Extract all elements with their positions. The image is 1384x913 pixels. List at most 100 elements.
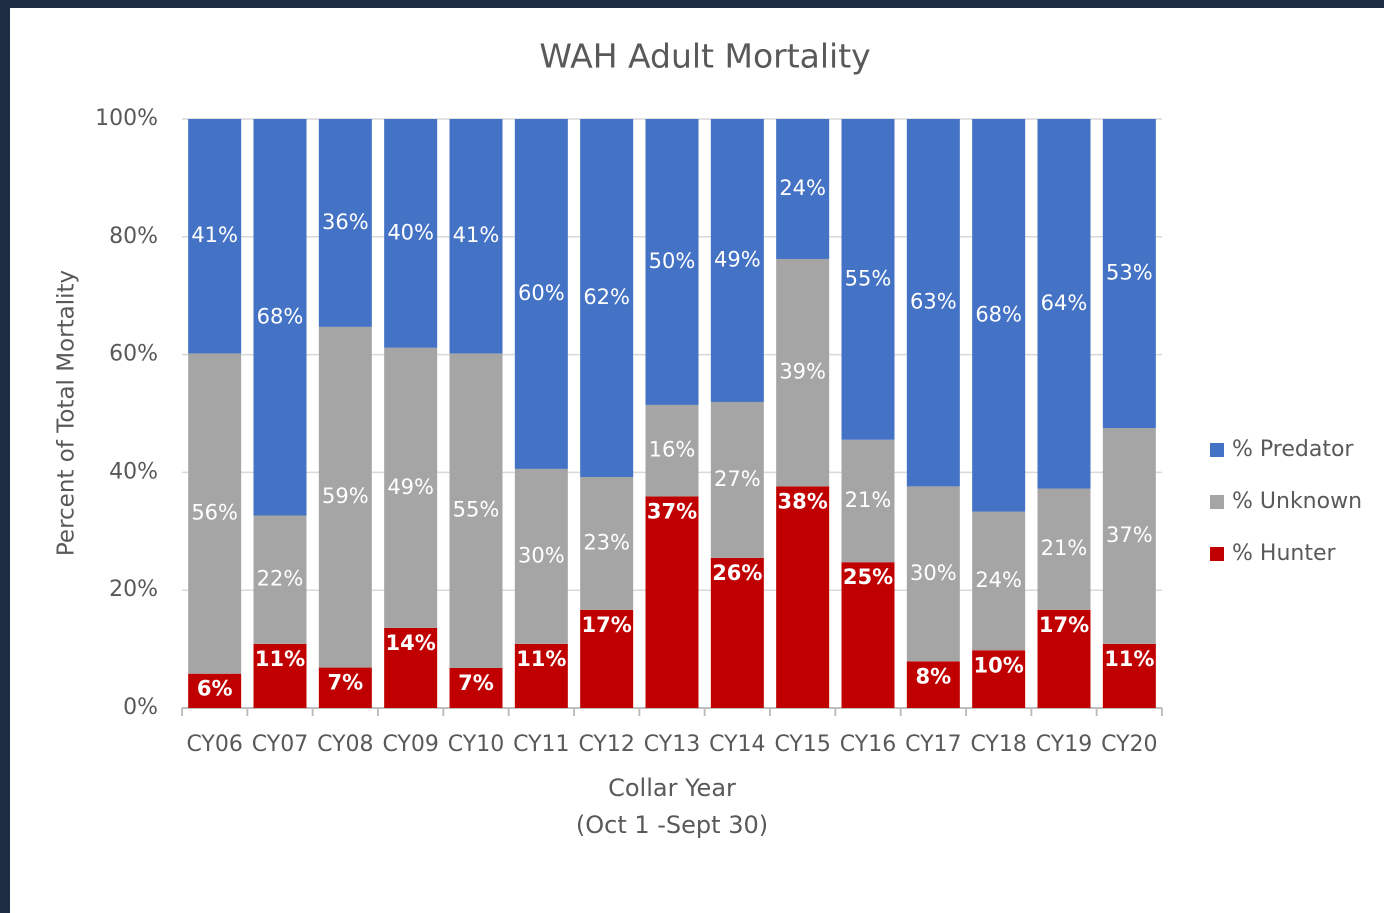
- bar-segment: [710, 557, 764, 708]
- bar-segment: [972, 511, 1026, 651]
- data-label: 56%: [191, 501, 238, 525]
- bar-segment: [449, 353, 503, 668]
- legend-label: % Hunter: [1232, 541, 1336, 566]
- bar-segment: [1037, 609, 1091, 708]
- bar-segment: [514, 119, 568, 469]
- y-tick-label: 0%: [123, 695, 158, 720]
- bar-segment: [645, 404, 699, 497]
- bar-segment: [645, 119, 699, 405]
- y-tick-label: 20%: [109, 577, 158, 602]
- data-label: 11%: [1104, 647, 1154, 671]
- data-label: 63%: [910, 290, 957, 314]
- bar-segment: [906, 661, 960, 708]
- y-tick-label: 80%: [109, 224, 158, 249]
- data-label: 37%: [647, 499, 697, 523]
- x-tick-label: CY20: [1101, 732, 1157, 757]
- data-label: 11%: [255, 647, 305, 671]
- data-label: 22%: [257, 567, 304, 591]
- bar-segment: [710, 119, 764, 402]
- data-label: 38%: [778, 489, 828, 513]
- x-tick-label: CY09: [382, 732, 438, 757]
- legend-swatch: [1210, 443, 1224, 457]
- bar-segment: [449, 119, 503, 354]
- x-tick-label: CY07: [252, 732, 308, 757]
- data-label: 10%: [974, 653, 1024, 677]
- data-label: 27%: [714, 467, 761, 491]
- data-label: 41%: [453, 223, 500, 247]
- data-label: 14%: [386, 631, 436, 655]
- data-label: 17%: [1039, 613, 1089, 637]
- x-tick-label: CY17: [905, 732, 961, 757]
- x-tick-label: CY14: [709, 732, 765, 757]
- bar-segment: [253, 119, 307, 516]
- data-label: 40%: [387, 220, 434, 244]
- data-label: 6%: [197, 677, 233, 701]
- bar-segment: [188, 353, 242, 674]
- data-label: 49%: [714, 247, 761, 271]
- bar-segment: [776, 258, 830, 487]
- y-tick-label: 100%: [95, 106, 158, 131]
- y-tick-label: 60%: [109, 342, 158, 367]
- x-tick-label: CY13: [644, 732, 700, 757]
- bar-segment: [188, 119, 242, 354]
- bar-segment: [1102, 119, 1156, 429]
- data-label: 17%: [582, 613, 632, 637]
- bar-segment: [710, 401, 764, 558]
- bar-segment: [384, 347, 438, 628]
- bar-segment: [318, 667, 372, 708]
- x-tick-label: CY19: [1036, 732, 1092, 757]
- data-label: 21%: [845, 488, 892, 512]
- data-label: 24%: [975, 568, 1022, 592]
- data-label: 55%: [453, 498, 500, 522]
- data-label: 36%: [322, 210, 369, 234]
- bar-segment: [318, 326, 372, 668]
- bar-segment: [318, 119, 372, 327]
- data-label: 23%: [583, 530, 630, 554]
- data-label: 25%: [843, 565, 893, 589]
- data-label: 68%: [257, 304, 304, 328]
- bar-segment: [841, 119, 895, 440]
- data-label: 68%: [975, 302, 1022, 326]
- bar-segment: [1037, 488, 1091, 610]
- bar-segment: [972, 119, 1026, 512]
- data-label: 64%: [1041, 291, 1088, 315]
- bar-segment: [253, 515, 307, 644]
- bar-segment: [253, 643, 307, 708]
- bar-segment: [1037, 119, 1091, 489]
- bar-segment: [514, 643, 568, 708]
- data-label: 21%: [1041, 536, 1088, 560]
- data-label: 7%: [458, 671, 494, 695]
- x-tick-label: CY08: [317, 732, 373, 757]
- data-label: 16%: [649, 438, 696, 462]
- data-label: 8%: [916, 664, 952, 688]
- y-tick-label: 40%: [109, 459, 158, 484]
- data-label: 59%: [322, 484, 369, 508]
- data-label: 41%: [191, 223, 238, 247]
- bar-segment: [1102, 643, 1156, 708]
- bar-segment: [776, 486, 830, 708]
- data-label: 24%: [779, 176, 826, 200]
- x-axis-subtitle: (Oct 1 -Sept 30): [576, 811, 768, 839]
- x-tick-label: CY18: [970, 732, 1026, 757]
- bar-segment: [384, 627, 438, 708]
- data-label: 37%: [1106, 523, 1153, 547]
- legend-label: % Predator: [1232, 437, 1354, 462]
- x-tick-label: CY16: [840, 732, 896, 757]
- bar-segment: [645, 496, 699, 708]
- x-tick-label: CY10: [448, 732, 504, 757]
- x-tick-label: CY06: [186, 732, 242, 757]
- data-label: 39%: [779, 360, 826, 384]
- data-label: 30%: [910, 561, 957, 585]
- data-label: 7%: [328, 671, 364, 695]
- data-label: 55%: [845, 266, 892, 290]
- bar-segment: [776, 119, 830, 259]
- bar-segment: [449, 667, 503, 708]
- chart-title: WAH Adult Mortality: [539, 37, 870, 76]
- bar-segment: [906, 119, 960, 487]
- bar-segment: [580, 609, 634, 708]
- data-label: 62%: [583, 285, 630, 309]
- bar-segment: [1102, 428, 1156, 644]
- data-label: 60%: [518, 281, 565, 305]
- legend-label: % Unknown: [1232, 489, 1362, 514]
